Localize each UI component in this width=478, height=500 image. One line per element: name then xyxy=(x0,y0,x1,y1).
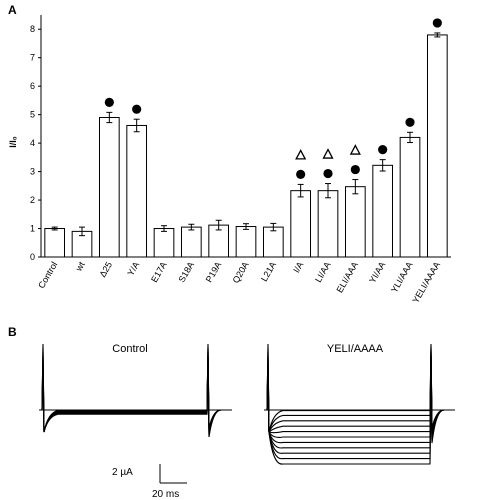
current-trace xyxy=(266,351,445,435)
current-trace xyxy=(266,363,445,465)
current-trace xyxy=(266,357,445,449)
bar-chart: 0 1 2 3 4 5 6 7 8 Control wt Δ25 Y/A E17A S18A P19A Q20A… xyxy=(30,15,451,305)
current-trace xyxy=(266,353,445,438)
trace-title-control: Control xyxy=(112,343,147,355)
significance-circle-marker xyxy=(405,117,415,127)
significance-triangle-marker xyxy=(322,148,334,159)
category-label: I/A xyxy=(291,260,305,275)
significance-triangle-marker xyxy=(349,144,361,155)
category-label: wt xyxy=(73,260,87,274)
current-trace xyxy=(266,359,445,454)
current-trace xyxy=(41,355,222,438)
y-axis-title: I/I₀ xyxy=(8,136,18,148)
y-tick-label: 1 xyxy=(30,224,35,234)
current-trace xyxy=(41,351,222,435)
scale-time-label: 20 ms xyxy=(152,489,179,500)
y-tick-label: 2 xyxy=(30,195,35,205)
bar xyxy=(153,228,175,258)
scale-bar: 2 µA 20 ms xyxy=(112,464,187,500)
category-label: Y/A xyxy=(125,260,141,278)
category-label: E17A xyxy=(149,260,169,284)
significance-circle-marker xyxy=(132,104,142,114)
significance-circle-marker xyxy=(104,97,114,107)
bar xyxy=(44,228,66,258)
bar xyxy=(126,124,148,258)
current-trace xyxy=(41,349,222,433)
category-label: ELI/AAA xyxy=(334,260,360,294)
category-label: P19A xyxy=(204,260,224,284)
category-label: Q20A xyxy=(231,260,251,285)
y-tick-label: 7 xyxy=(30,53,35,63)
panel-a-label: A xyxy=(8,3,17,17)
bar xyxy=(399,136,421,258)
significance-circle-marker xyxy=(350,164,360,175)
category-label: L21A xyxy=(259,260,278,283)
panel-b-label: B xyxy=(8,325,17,339)
bar xyxy=(344,186,366,258)
category-label: Control xyxy=(36,260,59,290)
current-trace xyxy=(266,347,445,433)
y-tick-label: 3 xyxy=(30,167,35,177)
y-tick-label: 8 xyxy=(30,24,35,34)
category-label: YELI/AAAA xyxy=(410,260,442,305)
bar xyxy=(180,226,202,258)
bar xyxy=(426,34,448,258)
current-trace xyxy=(41,345,222,433)
significance-triangle-marker xyxy=(295,149,307,160)
bar xyxy=(98,116,120,258)
current-trace xyxy=(41,343,222,433)
significance-circle-marker xyxy=(432,18,442,28)
bar xyxy=(317,190,339,258)
y-tick-label: 5 xyxy=(30,110,35,120)
current-trace xyxy=(41,353,222,436)
significance-circle-marker xyxy=(296,169,306,179)
y-tick-label: 6 xyxy=(30,81,35,91)
bar xyxy=(290,190,312,258)
significance-circle-marker xyxy=(323,168,333,179)
category-label: Δ25 xyxy=(97,260,114,279)
category-label: S18A xyxy=(176,260,196,284)
y-tick-label: 0 xyxy=(30,252,35,262)
category-label: YLI/AAA xyxy=(389,260,415,294)
current-trace xyxy=(266,345,445,433)
trace-title-yeli: YELI/AAAA xyxy=(327,343,384,355)
current-traces xyxy=(39,343,455,465)
current-trace xyxy=(266,349,445,434)
current-trace xyxy=(266,355,445,444)
significance-circle-marker xyxy=(378,145,388,155)
category-label: YI/AA xyxy=(367,260,387,285)
scale-current-label: 2 µA xyxy=(112,467,133,478)
bar xyxy=(262,226,284,258)
bar xyxy=(235,226,257,258)
current-trace xyxy=(266,343,445,433)
current-trace xyxy=(41,347,222,433)
y-tick-label: 4 xyxy=(30,138,35,148)
category-label: LI/AA xyxy=(313,260,333,284)
bar xyxy=(372,164,394,258)
